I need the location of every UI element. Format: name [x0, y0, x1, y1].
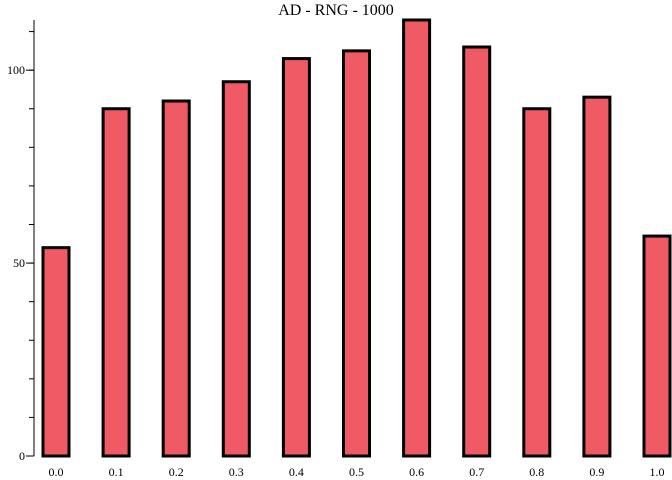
x-tick-label: 0.6 [409, 465, 424, 479]
bar-0.0 [41, 246, 71, 458]
x-tick-label: 0.5 [349, 465, 364, 479]
bar-0.3 [221, 80, 251, 458]
x-tick-label: 1.0 [650, 465, 665, 479]
x-tick-label: 0.8 [529, 465, 544, 479]
chart-title: AD - RNG - 1000 [278, 2, 394, 19]
x-tick-label: 0.3 [229, 465, 244, 479]
bar-0.8 [522, 107, 552, 458]
y-tick-label: 0 [19, 449, 25, 463]
x-tick-label: 0.7 [469, 465, 484, 479]
x-tick-label: 0.4 [289, 465, 304, 479]
bar-1.0 [642, 234, 672, 458]
bar-0.2 [161, 99, 191, 458]
bar-0.6 [402, 18, 432, 458]
bar-0.1 [101, 107, 131, 458]
bar-0.9 [582, 95, 612, 458]
y-tick-label: 50 [13, 256, 25, 270]
bar-0.4 [281, 57, 311, 458]
x-tick-labels: 0.0 0.1 0.2 0.3 0.4 0.5 0.6 0.7 0.8 0.9 1.0 [49, 465, 665, 479]
bars-group [41, 18, 672, 458]
x-tick-label: 0.0 [49, 465, 64, 479]
y-tick-label: 100 [7, 63, 25, 77]
bar-0.7 [462, 45, 492, 458]
y-axis: 0 50 100 [7, 20, 35, 463]
x-tick-label: 0.1 [109, 465, 124, 479]
x-tick-label: 0.9 [589, 465, 604, 479]
x-tick-label: 0.2 [169, 465, 184, 479]
bar-0.5 [342, 49, 371, 458]
